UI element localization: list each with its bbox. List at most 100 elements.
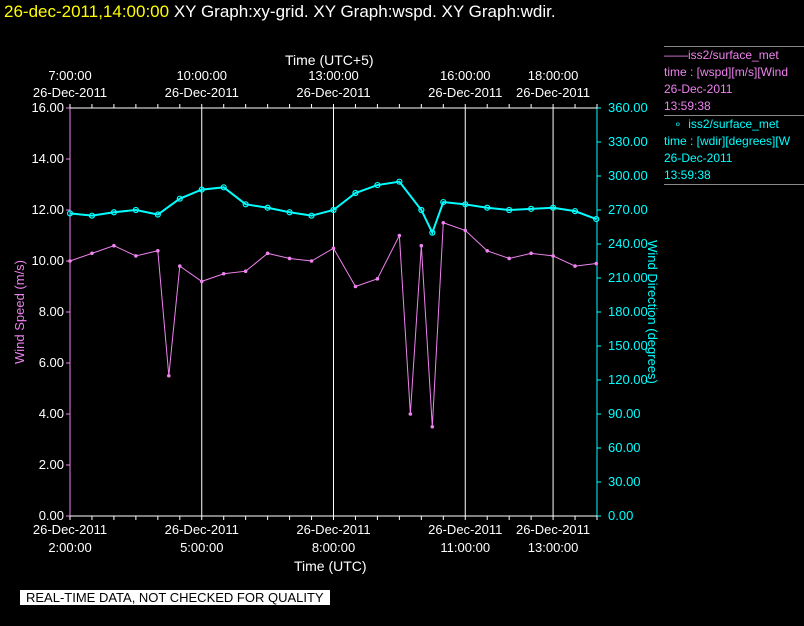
y2-tick-label: 270.00: [608, 202, 648, 217]
data-point-wspd: [485, 249, 490, 253]
data-point-wspd: [408, 412, 413, 416]
y2-tick-label: 90.00: [608, 406, 641, 421]
data-point-wspd: [441, 220, 446, 225]
y2-tick-label: 120.00: [608, 372, 648, 387]
quality-notice: REAL-TIME DATA, NOT CHECKED FOR QUALITY: [20, 590, 330, 605]
bottom-axis-title: Time (UTC): [294, 558, 367, 574]
y-tick-label: 10.00: [31, 253, 64, 268]
y2-tick-label: 240.00: [608, 236, 648, 251]
data-point-wspd: [594, 261, 599, 266]
data-point-wdir: [264, 204, 271, 211]
legend-wspd-line-icon: ——: [664, 48, 688, 62]
data-point-wdir: [506, 206, 513, 214]
data-point-wspd: [199, 279, 204, 284]
data-point-wspd: [529, 251, 533, 256]
x2-tick-date: 26-Dec-2011: [165, 85, 239, 100]
x-tick-time: 5:00:00: [180, 540, 223, 555]
x2-tick-time: 10:00:00: [176, 68, 227, 83]
x-tick-time: 8:00:00: [312, 540, 355, 555]
x2-tick-date: 26-Dec-2011: [516, 85, 590, 100]
y2-tick-label: 180.00: [608, 304, 648, 319]
y-tick-label: 8.00: [39, 304, 64, 319]
data-point-wspd: [309, 259, 314, 263]
data-point-wspd: [221, 271, 226, 276]
legend-wspd-date: 26-Dec-2011: [664, 82, 733, 96]
x2-tick-time: 7:00:00: [48, 68, 91, 83]
x2-tick-time: 13:00:00: [308, 68, 359, 83]
legend-wspd-time: 13:59:38: [664, 99, 711, 113]
data-point-wspd: [90, 251, 94, 256]
data-point-wspd: [507, 256, 511, 261]
x-tick-date: 26-Dec-2011: [33, 522, 107, 537]
data-point-wspd: [68, 259, 72, 263]
data-point-wdir: [396, 178, 403, 185]
data-point-wspd: [430, 424, 435, 429]
legend-wdir-var: time : [wdir][degrees][W: [664, 134, 791, 148]
legend-wdir-date: 26-Dec-2011: [664, 151, 733, 165]
y2-tick-label: 360.00: [608, 100, 648, 115]
data-point-wdir: [528, 205, 535, 212]
data-point-wspd: [375, 277, 380, 281]
x-tick-time: 11:00:00: [440, 540, 490, 555]
y-tick-label: 14.00: [31, 151, 64, 166]
x2-tick-time: 18:00:00: [528, 68, 579, 83]
y2-tick-label: 0.00: [608, 508, 633, 523]
y-tick-label: 12.00: [31, 202, 64, 217]
y-tick-label: 6.00: [39, 355, 64, 370]
data-point-wspd: [551, 254, 555, 258]
y2-tick-label: 150.00: [608, 338, 648, 353]
data-point-wspd: [265, 251, 270, 256]
data-point-wspd: [397, 233, 402, 238]
legend-wspd-var: time : [wspd][m/s][Wind: [664, 65, 789, 79]
y2-tick-label: 300.00: [608, 168, 648, 183]
x2-tick-date: 26-Dec-2011: [296, 85, 370, 100]
legend-wdir-marker-icon: ∘: [664, 117, 689, 131]
data-point-wspd: [177, 264, 182, 268]
y-tick-label: 2.00: [39, 457, 64, 472]
data-point-wdir: [352, 189, 359, 197]
data-point-wdir: [176, 195, 183, 202]
data-point-wspd: [287, 256, 292, 261]
y-axis-title: Wind Speed (m/s): [12, 260, 27, 364]
legend-divider: [664, 184, 804, 185]
data-point-wdir: [429, 229, 436, 236]
data-point-wdir: [110, 209, 118, 216]
data-point-wdir: [330, 206, 337, 214]
x-tick-time: 13:00:00: [528, 540, 579, 555]
data-point-wdir: [88, 212, 96, 219]
data-point-wdir: [484, 204, 491, 211]
data-point-wdir: [593, 215, 600, 223]
y2-axis-title: Wind Direction (degrees): [645, 240, 660, 384]
data-point-wdir: [462, 201, 469, 208]
legend-wdir-time: 13:59:38: [664, 168, 711, 182]
data-point-wspd: [112, 243, 116, 248]
y2-tick-label: 330.00: [608, 134, 648, 149]
y-tick-label: 4.00: [39, 406, 64, 421]
data-point-wspd: [331, 246, 336, 251]
legend-wdir-name: ∘ iss2/surface_met: [664, 117, 779, 131]
data-point-wspd: [156, 249, 160, 253]
y2-tick-label: 210.00: [608, 270, 648, 285]
x-tick-date: 26-Dec-2011: [296, 522, 370, 537]
y-tick-label: 16.00: [31, 100, 64, 115]
chart-header: 26-dec-2011,14:00:00 XY Graph:xy-grid. X…: [4, 2, 556, 22]
top-axis-title: Time (UTC+5): [285, 52, 374, 68]
x2-tick-date: 26-Dec-2011: [33, 85, 107, 100]
x-tick-date: 26-Dec-2011: [428, 522, 502, 537]
data-point-wdir: [66, 210, 74, 217]
data-point-wdir: [220, 184, 227, 191]
data-point-wspd: [419, 243, 424, 248]
data-point-wspd: [167, 373, 171, 378]
data-point-wspd: [463, 228, 468, 233]
data-point-wspd: [134, 254, 138, 258]
x2-tick-time: 16:00:00: [440, 68, 491, 83]
x2-tick-date: 26-Dec-2011: [428, 85, 502, 100]
data-point-wdir: [308, 212, 315, 219]
data-point-wdir: [286, 209, 293, 216]
y-tick-label: 0.00: [39, 508, 64, 523]
data-point-wspd: [573, 264, 577, 268]
data-point-wspd: [353, 284, 358, 289]
legend-divider: [664, 115, 804, 116]
y2-tick-label: 60.00: [608, 440, 641, 455]
